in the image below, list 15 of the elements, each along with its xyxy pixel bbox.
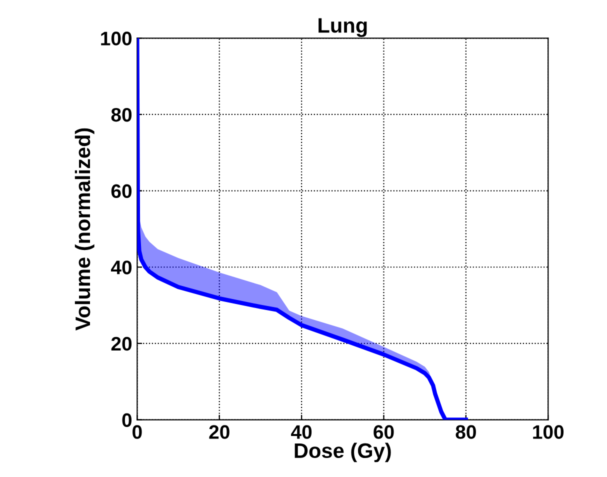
chart-title: Lung bbox=[318, 18, 367, 38]
x-tick-label: 0 bbox=[132, 425, 142, 439]
y-tick-label: 40 bbox=[110, 260, 132, 274]
x-tick-label: 80 bbox=[456, 425, 476, 439]
y-tick-label: 60 bbox=[111, 184, 132, 198]
x-tick-label: 60 bbox=[374, 425, 394, 439]
y-tick-label: 80 bbox=[111, 108, 132, 122]
y-axis-title: Volume (normalized) bbox=[74, 128, 94, 330]
x-tick-label: 100 bbox=[533, 425, 564, 439]
x-tick-label: 40 bbox=[291, 425, 312, 439]
x-axis-title: Dose (Gy) bbox=[294, 442, 391, 462]
y-tick-label: 0 bbox=[122, 413, 132, 427]
y-tick-label: 20 bbox=[111, 336, 132, 351]
x-tick-label: 20 bbox=[209, 425, 230, 439]
y-tick-label: 100 bbox=[101, 32, 132, 46]
